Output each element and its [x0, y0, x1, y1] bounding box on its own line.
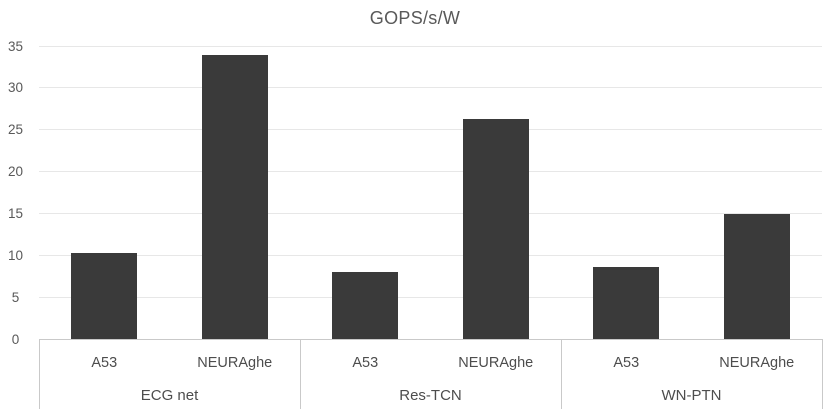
y-tick-label-20: 20 — [7, 164, 24, 180]
category-divider-2 — [560, 340, 562, 409]
y-tick-label-30: 30 — [7, 80, 24, 96]
gridline-15 — [39, 213, 822, 215]
category-divider-3 — [821, 340, 823, 409]
y-tick-label-35: 35 — [7, 38, 24, 54]
bar-wn-ptn-neuraghe — [723, 213, 790, 340]
category-label-a53-1: A53 — [352, 355, 379, 371]
group-label-wn-ptn: WN-PTN — [661, 387, 722, 404]
category-label-neuraghe-1: NEURAghe — [458, 355, 534, 371]
y-tick-label-5: 5 — [11, 290, 20, 306]
bar-ecg-net-neuraghe — [201, 55, 268, 340]
y-tick-label-10: 10 — [7, 248, 24, 264]
category-label-neuraghe-2: NEURAghe — [719, 355, 795, 371]
gridline-10 — [39, 255, 822, 257]
y-tick-label-25: 25 — [7, 122, 24, 138]
gridline-5 — [39, 297, 822, 299]
bar-wn-ptn-a53 — [593, 267, 660, 340]
bar-res-tcn-neuraghe — [462, 118, 529, 340]
bar-ecg-net-a53 — [71, 253, 138, 340]
bar-res-tcn-a53 — [332, 272, 399, 340]
y-tick-label-0: 0 — [11, 332, 20, 347]
gridline-35 — [39, 45, 822, 47]
category-divider-0 — [38, 340, 40, 409]
category-divider-1 — [299, 340, 301, 409]
gridline-20 — [39, 171, 822, 173]
y-tick-label-15: 15 — [7, 206, 24, 222]
category-label-a53-2: A53 — [613, 355, 640, 371]
group-label-res-tcn: Res-TCN — [399, 387, 462, 404]
category-label-a53-0: A53 — [91, 355, 118, 371]
chart-title: GOPS/s/W — [369, 8, 461, 28]
x-axis-line — [39, 339, 823, 340]
gridline-30 — [39, 87, 822, 89]
gridline-25 — [39, 129, 822, 131]
category-label-neuraghe-0: NEURAghe — [197, 355, 273, 371]
group-label-ecg-net: ECG net — [140, 387, 199, 404]
